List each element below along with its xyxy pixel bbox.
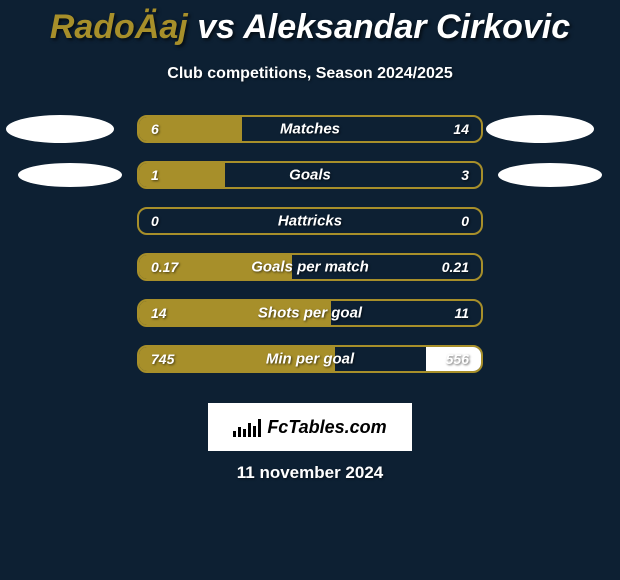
player-ellipse-icon (498, 163, 602, 187)
stat-label: Matches (280, 121, 340, 138)
stat-row: 745 Min per goal 556 (0, 345, 620, 391)
stat-bar: 0.17 Goals per match 0.21 (137, 253, 483, 281)
stat-right-value: 0 (461, 213, 469, 229)
stat-left-value: 0 (151, 213, 159, 229)
stat-right-value: 0.21 (442, 259, 469, 275)
stat-row: 0 Hattricks 0 (0, 207, 620, 253)
stat-label: Shots per goal (258, 305, 362, 322)
fctables-logo: FcTables.com (208, 403, 412, 451)
stat-row: 14 Shots per goal 11 (0, 299, 620, 345)
stat-label: Goals per match (251, 259, 369, 276)
stat-right-value: 3 (461, 167, 469, 183)
stat-label: Hattricks (278, 213, 342, 230)
stat-bar: 0 Hattricks 0 (137, 207, 483, 235)
comparison-title: RadoÄaj vs Aleksandar Cirkovic (0, 0, 620, 47)
player-ellipse-icon (486, 115, 594, 143)
stat-label: Goals (289, 167, 331, 184)
stat-right-value: 14 (453, 121, 469, 137)
player-ellipse-icon (18, 163, 122, 187)
player1-name: RadoÄaj (50, 8, 188, 46)
stat-right-value: 556 (446, 351, 469, 367)
stat-left-value: 14 (151, 305, 167, 321)
stat-right-value: 11 (454, 305, 469, 321)
stat-row: 0.17 Goals per match 0.21 (0, 253, 620, 299)
player-ellipse-icon (6, 115, 114, 143)
stat-row: 6 Matches 14 (0, 115, 620, 161)
stat-left-value: 1 (151, 167, 159, 183)
date-label: 11 november 2024 (0, 463, 620, 483)
stat-left-value: 6 (151, 121, 159, 137)
stat-bar: 6 Matches 14 (137, 115, 483, 143)
subtitle: Club competitions, Season 2024/2025 (0, 65, 620, 83)
stat-bar: 14 Shots per goal 11 (137, 299, 483, 327)
logo-bars-icon (233, 417, 261, 437)
stat-row: 1 Goals 3 (0, 161, 620, 207)
logo-text: FcTables.com (267, 417, 386, 438)
player2-name: Aleksandar Cirkovic (243, 8, 570, 46)
stat-bar: 1 Goals 3 (137, 161, 483, 189)
stat-left-value: 0.17 (151, 259, 178, 275)
vs-text: vs (197, 8, 243, 46)
stat-bar: 745 Min per goal 556 (137, 345, 483, 373)
stat-bars-area: 6 Matches 14 1 Goals 3 0 Hattricks 0 0.17 Goals pe… (0, 115, 620, 391)
stat-label: Min per goal (266, 351, 354, 368)
stat-left-value: 745 (151, 351, 174, 367)
